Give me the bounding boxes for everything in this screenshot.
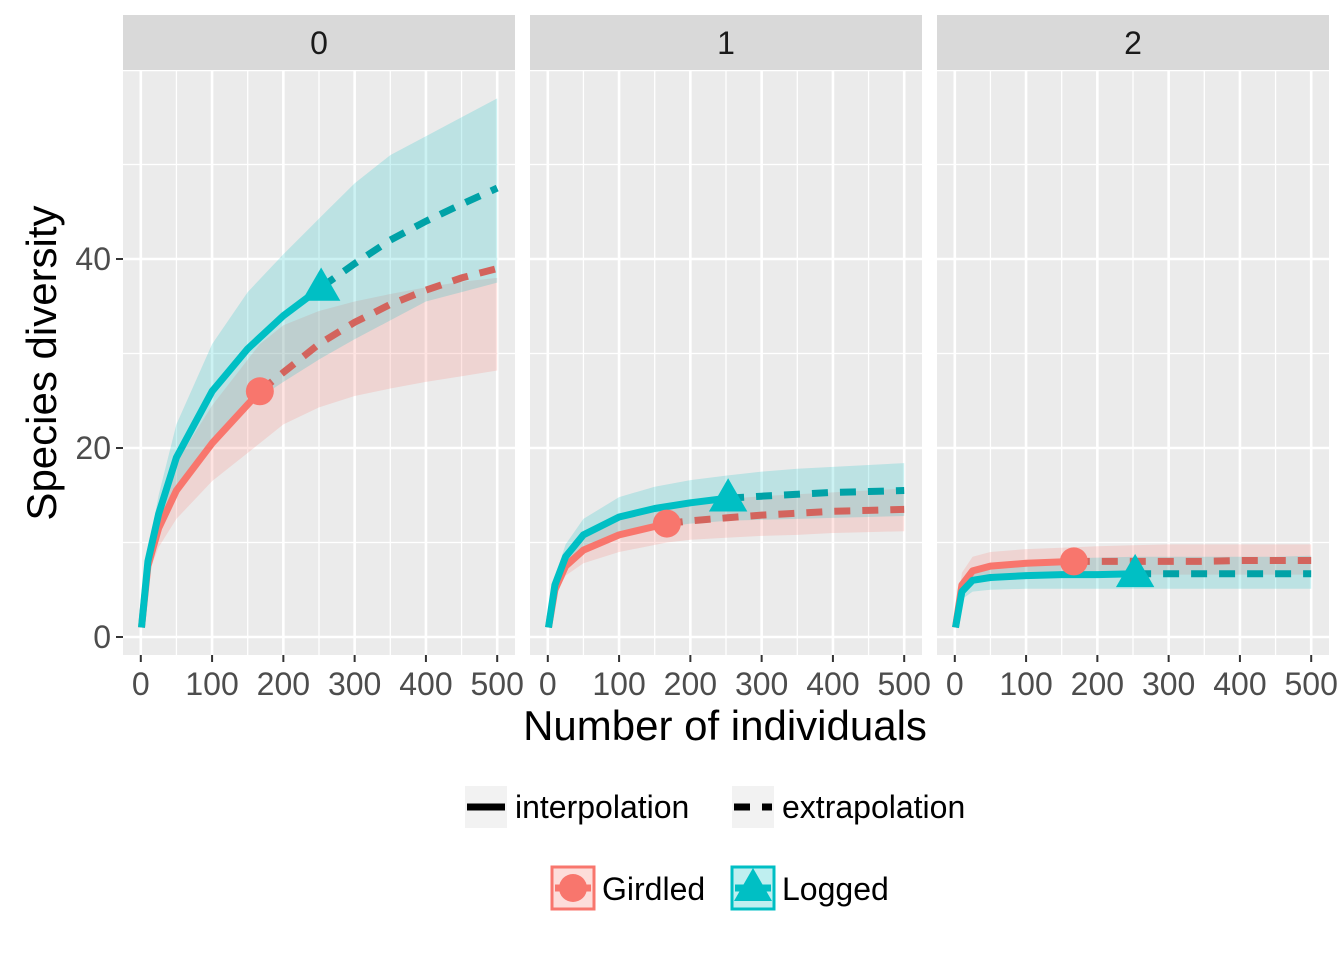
extrapolation-line-girdled xyxy=(666,505,905,528)
x-tick-label: 300 xyxy=(735,666,788,702)
data-layer xyxy=(138,98,499,628)
observed-point-girdled xyxy=(245,377,274,406)
legend-label: interpolation xyxy=(515,789,689,825)
x-tick-label: 400 xyxy=(806,666,859,702)
extrapolation-line-logged xyxy=(727,487,905,502)
interpolation-line-logged xyxy=(952,570,1136,629)
x-tick-label: 100 xyxy=(592,666,645,702)
interpolation-line-logged xyxy=(545,494,729,629)
confidence-band-girdled xyxy=(141,277,498,628)
x-tick-label: 200 xyxy=(257,666,310,702)
observed-point-girdled xyxy=(652,509,681,538)
legend-label: extrapolation xyxy=(782,789,965,825)
x-tick-label: 400 xyxy=(399,666,452,702)
x-tick-label: 400 xyxy=(1213,666,1266,702)
confidence-band-logged xyxy=(141,98,498,628)
x-axis-title: Number of individuals xyxy=(523,702,927,749)
confidence-band-logged xyxy=(548,463,905,628)
facet-panel-0: 0 0 100 200 300 400 500 xyxy=(123,15,524,702)
observed-point-logged xyxy=(708,478,748,512)
gridlines xyxy=(123,70,515,655)
legend: interpolation extrapolation Girdled Logged xyxy=(465,786,965,911)
confidence-band-girdled xyxy=(548,488,905,628)
legend-item-extrapolation: extrapolation xyxy=(732,786,965,828)
x-tick-label: 0 xyxy=(539,666,557,702)
facet-panel-1: 1 0 100 200 300 400 500 xyxy=(530,15,931,702)
facet-strip-label: 1 xyxy=(717,25,735,61)
observed-point-girdled xyxy=(1059,547,1088,576)
gridlines xyxy=(530,70,922,655)
x-tick-label: 0 xyxy=(946,666,964,702)
legend-marker-triangle xyxy=(734,868,772,901)
y-tick-label: 0 xyxy=(93,619,111,655)
y-axis: 0 20 40 xyxy=(75,241,123,655)
legend-label: Girdled xyxy=(602,871,705,907)
legend-label: Logged xyxy=(782,871,889,907)
data-layer xyxy=(952,544,1312,629)
x-tick-label: 200 xyxy=(1071,666,1124,702)
x-tick-label: 500 xyxy=(878,666,931,702)
x-tick-label: 100 xyxy=(999,666,1052,702)
gridlines xyxy=(937,70,1329,655)
y-tick-label: 20 xyxy=(75,430,111,466)
x-tick-label: 100 xyxy=(185,666,238,702)
facet-panel-2: 2 0 100 200 300 400 500 xyxy=(937,15,1338,702)
x-tick-label: 200 xyxy=(664,666,717,702)
facet-strip-label: 2 xyxy=(1124,25,1142,61)
data-layer xyxy=(545,463,905,629)
interpolation-line-logged xyxy=(138,284,324,628)
x-tick-label: 300 xyxy=(1142,666,1195,702)
facet-strip xyxy=(530,15,922,70)
y-tick-label: 40 xyxy=(75,241,111,277)
x-tick-label: 500 xyxy=(471,666,524,702)
observed-point-logged xyxy=(1115,553,1155,588)
x-tick-label: 500 xyxy=(1285,666,1338,702)
facet-strip xyxy=(123,15,515,70)
observed-point-logged xyxy=(301,267,341,301)
x-tick-label: 300 xyxy=(328,666,381,702)
extrapolation-line-logged xyxy=(319,184,499,291)
facet-strip xyxy=(937,15,1329,70)
y-axis-title: Species diversity xyxy=(18,205,65,520)
facet-strip-label: 0 xyxy=(310,25,328,61)
extrapolation-line-girdled xyxy=(257,265,499,395)
legend-item-girdled: Girdled xyxy=(550,865,705,911)
legend-item-interpolation: interpolation xyxy=(465,786,689,828)
x-tick-label: 0 xyxy=(132,666,150,702)
legend-marker-circle xyxy=(559,874,587,902)
legend-item-logged: Logged xyxy=(730,865,889,911)
extrapolation-line-girdled xyxy=(1073,557,1312,565)
